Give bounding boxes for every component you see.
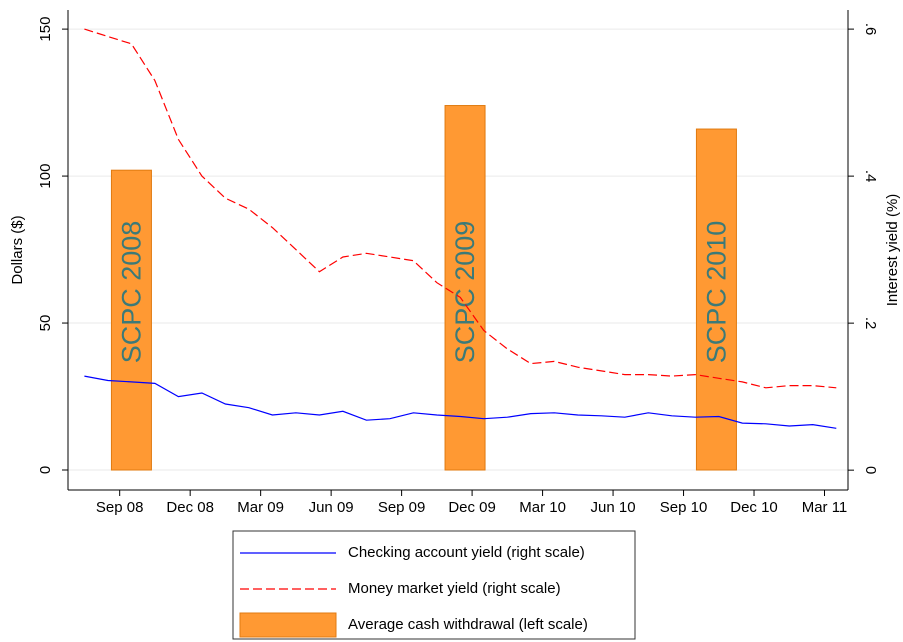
y-tick-label: 0	[37, 466, 54, 474]
x-tick-label: Dec 09	[448, 499, 496, 516]
x-tick-label: Dec 08	[166, 499, 214, 516]
y-tick-label: 100	[37, 164, 54, 189]
bar	[110, 169, 152, 471]
x-tick-label: Mar 09	[237, 499, 284, 516]
x-tick-label: Jun 09	[309, 499, 354, 516]
y2-tick-label: .6	[862, 23, 879, 36]
legend-label: Checking account yield (right scale)	[348, 544, 585, 561]
legend-box	[232, 530, 636, 640]
y2-tick-label: 0	[862, 466, 879, 474]
y-axis-title: Dollars ($)	[9, 215, 26, 284]
y2-axis-title: Interest yield (%)	[884, 194, 901, 307]
x-tick-label: Mar 10	[519, 499, 566, 516]
y-tick-label: 150	[37, 17, 54, 42]
x-tick-label: Sep 08	[96, 499, 144, 516]
x-tick-label: Sep 09	[378, 499, 426, 516]
bar	[444, 105, 486, 471]
y2-tick-label: .2	[862, 317, 879, 330]
y2-tick-label: .4	[862, 170, 879, 183]
x-tick-label: Dec 10	[730, 499, 778, 516]
y-tick-label: 50	[37, 315, 54, 332]
legend-label: Average cash withdrawal (left scale)	[348, 616, 588, 633]
bar	[695, 128, 737, 471]
legend-label: Money market yield (right scale)	[348, 580, 561, 597]
x-tick-label: Sep 10	[660, 499, 708, 516]
legend-swatch	[239, 612, 337, 638]
x-tick-label: Mar 11	[802, 499, 848, 516]
line	[84, 28, 837, 389]
x-tick-label: Jun 10	[591, 499, 636, 516]
bar-label: SCPC 2009	[450, 221, 480, 364]
bar-label: SCPC 2010	[702, 221, 732, 364]
bar-label: SCPC 2008	[117, 221, 147, 364]
line	[84, 375, 837, 429]
